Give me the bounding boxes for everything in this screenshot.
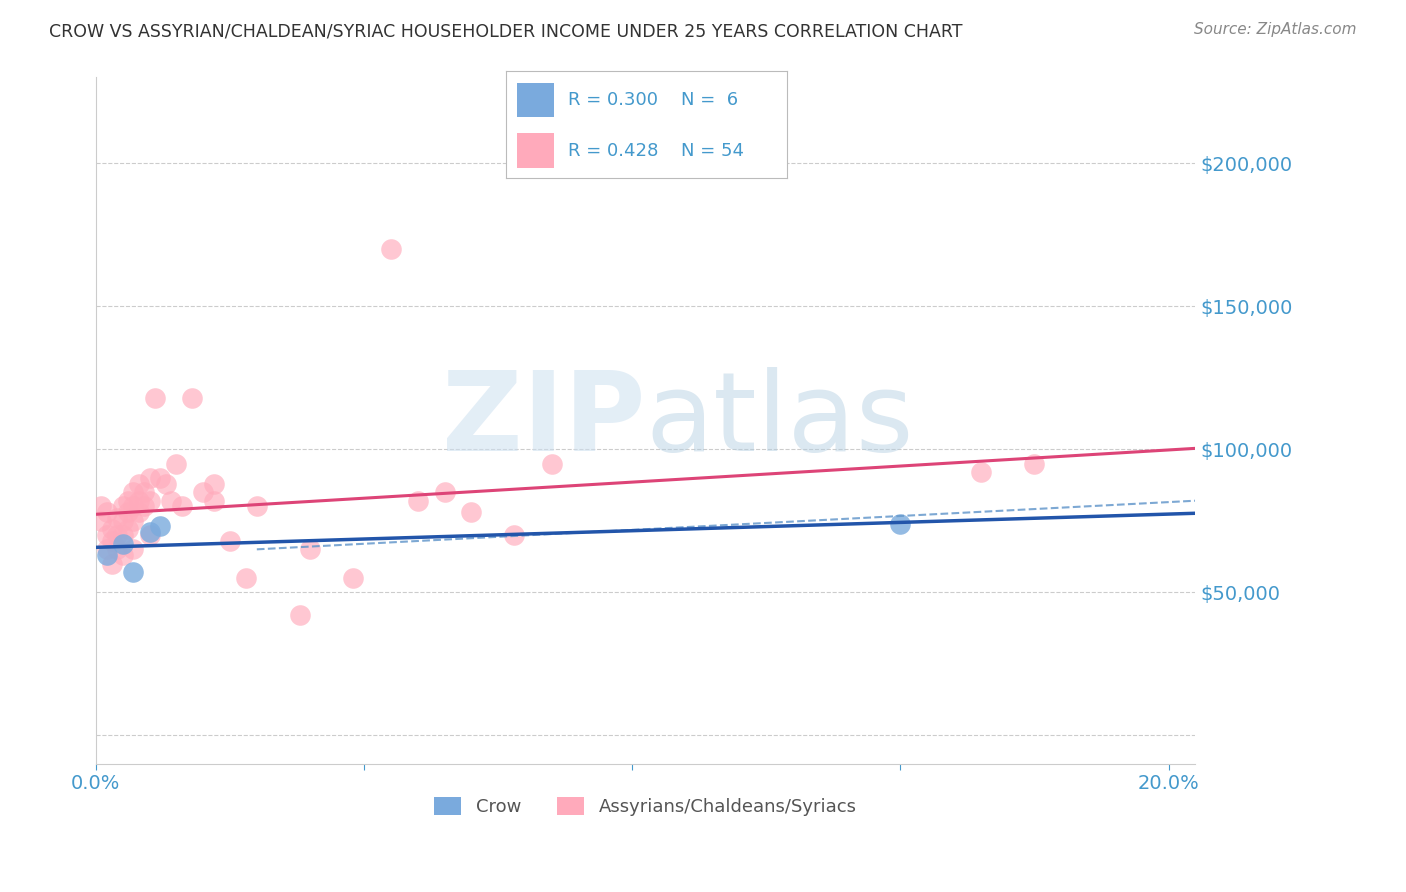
Point — [101, 533, 124, 548]
Point — [149, 519, 172, 533]
Text: Source: ZipAtlas.com: Source: ZipAtlas.com — [1194, 22, 1357, 37]
Point — [105, 542, 128, 557]
Point — [122, 500, 145, 514]
Point — [433, 485, 456, 500]
Text: R = 0.428: R = 0.428 — [568, 142, 658, 160]
Text: atlas: atlas — [645, 368, 914, 475]
Point — [122, 514, 145, 528]
Point — [111, 536, 134, 550]
Point — [380, 242, 402, 256]
Point — [970, 465, 993, 479]
Point — [111, 528, 134, 542]
Point — [165, 457, 187, 471]
Point — [122, 542, 145, 557]
Point — [101, 522, 124, 536]
Point — [155, 476, 177, 491]
Point — [111, 514, 134, 528]
Point — [540, 457, 562, 471]
Point — [96, 548, 118, 562]
Point — [101, 557, 124, 571]
Point — [128, 476, 150, 491]
Point — [160, 493, 183, 508]
Point — [342, 571, 364, 585]
Point — [219, 533, 242, 548]
Point — [149, 471, 172, 485]
Point — [246, 500, 269, 514]
Point — [288, 608, 311, 623]
Point — [235, 571, 257, 585]
Point — [1024, 457, 1046, 471]
Point — [117, 505, 139, 519]
Point — [96, 505, 118, 519]
Point — [138, 528, 160, 542]
Point — [138, 471, 160, 485]
Point — [170, 500, 193, 514]
Point — [117, 522, 139, 536]
Text: N =  6: N = 6 — [681, 91, 738, 109]
Point — [181, 391, 204, 405]
Point — [889, 516, 911, 531]
Point — [90, 514, 112, 528]
Text: R = 0.300: R = 0.300 — [568, 91, 658, 109]
Point — [90, 500, 112, 514]
Point — [96, 542, 118, 557]
Point — [406, 493, 429, 508]
Point — [503, 528, 526, 542]
Point — [128, 493, 150, 508]
Point — [134, 485, 156, 500]
Text: N = 54: N = 54 — [681, 142, 744, 160]
Point — [138, 493, 160, 508]
Point — [299, 542, 322, 557]
Point — [143, 391, 166, 405]
Point — [128, 505, 150, 519]
Bar — [517, 83, 554, 118]
Point — [202, 493, 225, 508]
Legend: Crow, Assyrians/Chaldeans/Syriacs: Crow, Assyrians/Chaldeans/Syriacs — [427, 789, 865, 823]
Point — [117, 493, 139, 508]
Bar — [517, 134, 554, 168]
Point — [96, 528, 118, 542]
Point — [111, 500, 134, 514]
Text: ZIP: ZIP — [443, 368, 645, 475]
Point — [105, 511, 128, 525]
Point — [193, 485, 215, 500]
Point — [460, 505, 482, 519]
Point — [122, 485, 145, 500]
Point — [138, 525, 160, 540]
Point — [202, 476, 225, 491]
Point — [122, 565, 145, 579]
Point — [111, 548, 134, 562]
Point — [134, 500, 156, 514]
Text: CROW VS ASSYRIAN/CHALDEAN/SYRIAC HOUSEHOLDER INCOME UNDER 25 YEARS CORRELATION C: CROW VS ASSYRIAN/CHALDEAN/SYRIAC HOUSEHO… — [49, 22, 963, 40]
Point — [105, 528, 128, 542]
